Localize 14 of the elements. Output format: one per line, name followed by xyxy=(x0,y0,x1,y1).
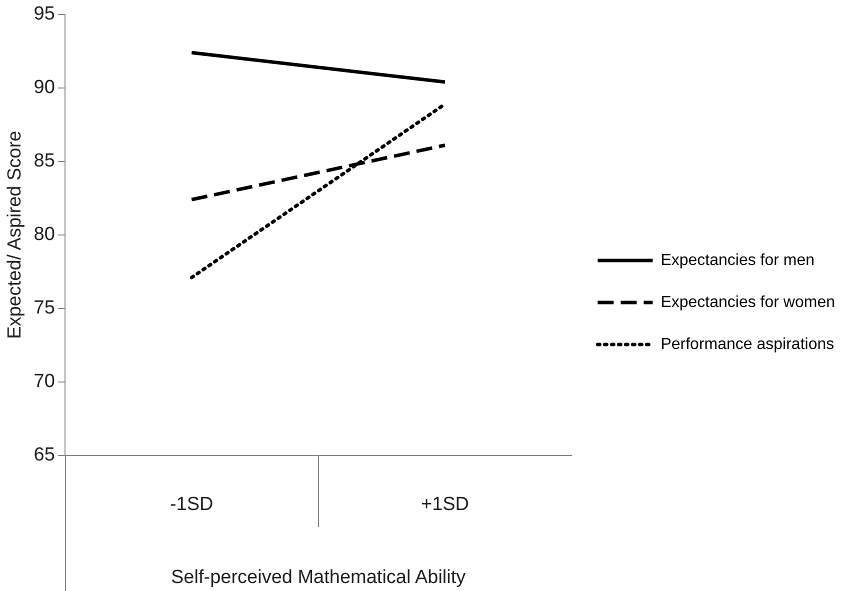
y-axis-title: Expected/ Aspired Score xyxy=(4,130,26,339)
y-tick-label: 95 xyxy=(34,4,55,25)
y-tick-label: 80 xyxy=(34,224,55,246)
y-tick-label: 70 xyxy=(34,371,55,392)
legend-label: Performance aspirations xyxy=(660,336,834,353)
y-tick-label: 75 xyxy=(34,298,55,319)
y-tick-label: 65 xyxy=(34,444,55,466)
legend-label: Expectancies for men xyxy=(660,252,815,269)
x-tick-label: +1SD xyxy=(420,494,470,516)
x-tick-label: -1SD xyxy=(170,494,214,516)
x-axis-title: Self-perceived Mathematical Ability xyxy=(170,566,466,588)
y-tick-label: 85 xyxy=(34,150,55,172)
y-tick-label: 90 xyxy=(34,77,55,98)
legend-label: Expectancies for women xyxy=(660,294,836,311)
